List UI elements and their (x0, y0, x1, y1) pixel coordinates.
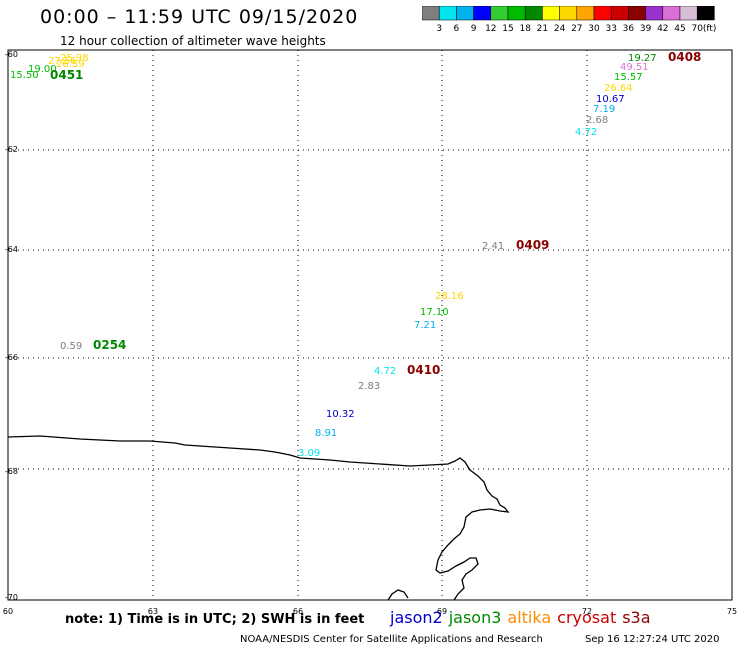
satellite-legend: jason2 jason3 altika cryosat s3a (390, 608, 657, 627)
coastline-path (7, 435, 510, 601)
map-frame (7, 49, 733, 601)
legend-item-jason3: jason3 (448, 608, 502, 627)
longitude-label: 60 (3, 607, 13, 616)
longitude-label: 66 (293, 607, 303, 616)
latitude-label: -66 (5, 353, 18, 362)
coastline (7, 435, 510, 601)
latitude-label: -64 (5, 245, 18, 254)
colorbar-tick-label: 9 (471, 24, 477, 34)
colorbar-tick-label: 15 (502, 24, 513, 34)
wave-height-label: 10.32 (326, 409, 355, 420)
longitude-label: 69 (437, 607, 447, 616)
colorbar-tick-label: 3 (436, 24, 442, 34)
wave-height-label: 2.83 (358, 381, 380, 392)
colorbar-tick-label: 70 (691, 24, 703, 34)
legend-item-s3a: s3a (622, 608, 651, 627)
map-subtitle: 12 hour collection of altimeter wave hei… (60, 34, 326, 48)
wave-height-label: 27.56 (48, 56, 77, 67)
wave-height-label: 0410 (407, 363, 440, 377)
longitude-label: 72 (582, 607, 592, 616)
wave-height-label: 8.91 (315, 428, 337, 439)
wave-height-label: 2.68 (586, 115, 608, 126)
footnote: note: 1) Time is in UTC; 2) SWH is in fe… (65, 612, 365, 627)
latitude-label: -62 (5, 145, 18, 154)
colorbar-tick-label: 18 (519, 24, 531, 34)
latitude-label: -68 (5, 467, 18, 476)
latitude-label: -70 (5, 593, 18, 602)
credit-timestamp: Sep 16 12:27:24 UTC 2020 (585, 634, 720, 645)
colorbar-tick-label: 39 (640, 24, 652, 34)
map-grid (7, 49, 733, 601)
wave-height-label: 10.67 (596, 94, 625, 105)
wave-height-label: 0.59 (60, 341, 82, 352)
wave-height-label: 2.41 (482, 241, 504, 252)
colorbar-tick-label: 6 (454, 24, 460, 34)
colorbar-tick-label: 27 (571, 24, 582, 34)
colorbar-tick-label: 33 (605, 24, 616, 34)
wave-height-label: 0254 (93, 338, 126, 352)
wave-height-label: 26.64 (604, 83, 633, 94)
wave-height-colorbar: 3 6 9 12 15 18 21 24 27 30 33 36 39 42 45 70 (ft) (422, 6, 717, 34)
colorbar-tick-label: 30 (588, 24, 600, 34)
wave-height-label: 3.09 (298, 448, 320, 459)
latitude-label: -60 (5, 50, 18, 59)
legend-item-jason2: jason2 (390, 608, 443, 627)
wave-height-label: 19.00 (28, 64, 57, 75)
colorbar-swatch (696, 6, 715, 21)
legend-item-altika: altika (507, 608, 552, 627)
legend-item-cryosat: cryosat (557, 608, 617, 627)
colorbar-tick-label: 42 (657, 24, 668, 34)
wave-height-label: 4.72 (575, 127, 597, 138)
longitude-label: 75 (727, 607, 737, 616)
wave-height-label: 25.98 (60, 53, 89, 64)
coastline-path-south (387, 589, 409, 601)
colorbar-tick-label: 36 (623, 24, 635, 34)
colorbar-tick-label: 45 (674, 24, 685, 34)
wave-height-label: 49.51 (620, 62, 649, 73)
axis-labels: -60 -62 -64 -66 -68 -70 60 63 66 69 72 75 (3, 50, 737, 616)
colorbar-unit-label: (ft) (703, 24, 717, 34)
wave-height-label: 15.50 (10, 70, 39, 81)
wave-height-label: 19.27 (628, 53, 657, 64)
wave-height-label: 26.59 (56, 59, 85, 70)
colorbar-tick-label: 12 (485, 24, 496, 34)
wave-height-label: 7.19 (593, 104, 615, 115)
wave-height-label: 15.57 (614, 72, 643, 83)
longitude-label: 63 (148, 607, 158, 616)
wave-height-label: 28.16 (435, 291, 464, 302)
wave-height-label: 4.72 (374, 366, 396, 377)
colorbar-tick-label: 24 (554, 24, 566, 34)
wave-height-label: 0409 (516, 238, 549, 252)
wave-height-label: 0451 (50, 68, 83, 82)
colorbar-tick-label: 21 (537, 24, 548, 34)
wave-height-label: 17.10 (420, 307, 449, 318)
map-title: 00:00 – 11:59 UTC 09/15/2020 (40, 6, 359, 28)
wave-height-label: 7.21 (414, 320, 436, 331)
credit-line: NOAA/NESDIS Center for Satellite Applica… (240, 634, 543, 645)
wave-height-label: 0408 (668, 50, 701, 64)
